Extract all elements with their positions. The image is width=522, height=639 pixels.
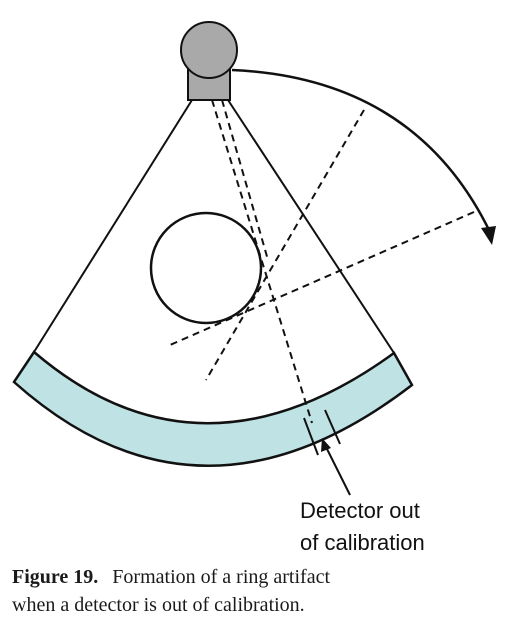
dashed-ray (205, 109, 365, 381)
caption-line1: Figure 19. Formation of a ring artifact (12, 563, 512, 591)
scanned-object-circle (149, 211, 263, 325)
fan-beam-right-edge (227, 99, 395, 354)
dashed-ray (221, 99, 269, 261)
caption-text-line2: when a detector is out of calibration. (12, 594, 305, 616)
xray-tube-source (180, 21, 238, 79)
rotation-arrowhead (481, 226, 496, 245)
ring-artifact-diagram (12, 21, 496, 496)
faulty-detector-divider (303, 417, 319, 456)
detector-arc (12, 350, 414, 467)
figure-number: Figure 19. (12, 566, 99, 588)
label-pointer-arrowhead (321, 438, 331, 452)
dashed-ray (211, 99, 313, 424)
figure-caption: Figure 19. Formation of a ring artifact w… (12, 563, 512, 619)
fan-beam-left-edge (33, 99, 193, 353)
label-pointer (324, 444, 351, 496)
watermark: CSDN @天狼啸月qvq (387, 613, 514, 628)
detector-label-line1: Detector out (300, 498, 420, 523)
rotation-arrow (231, 68, 492, 233)
detector-label-line2: of calibration (300, 530, 425, 555)
faulty-detector-divider (324, 409, 341, 445)
caption-text-line1: Formation of a ring artifact (112, 566, 331, 588)
dashed-ray (169, 211, 475, 346)
